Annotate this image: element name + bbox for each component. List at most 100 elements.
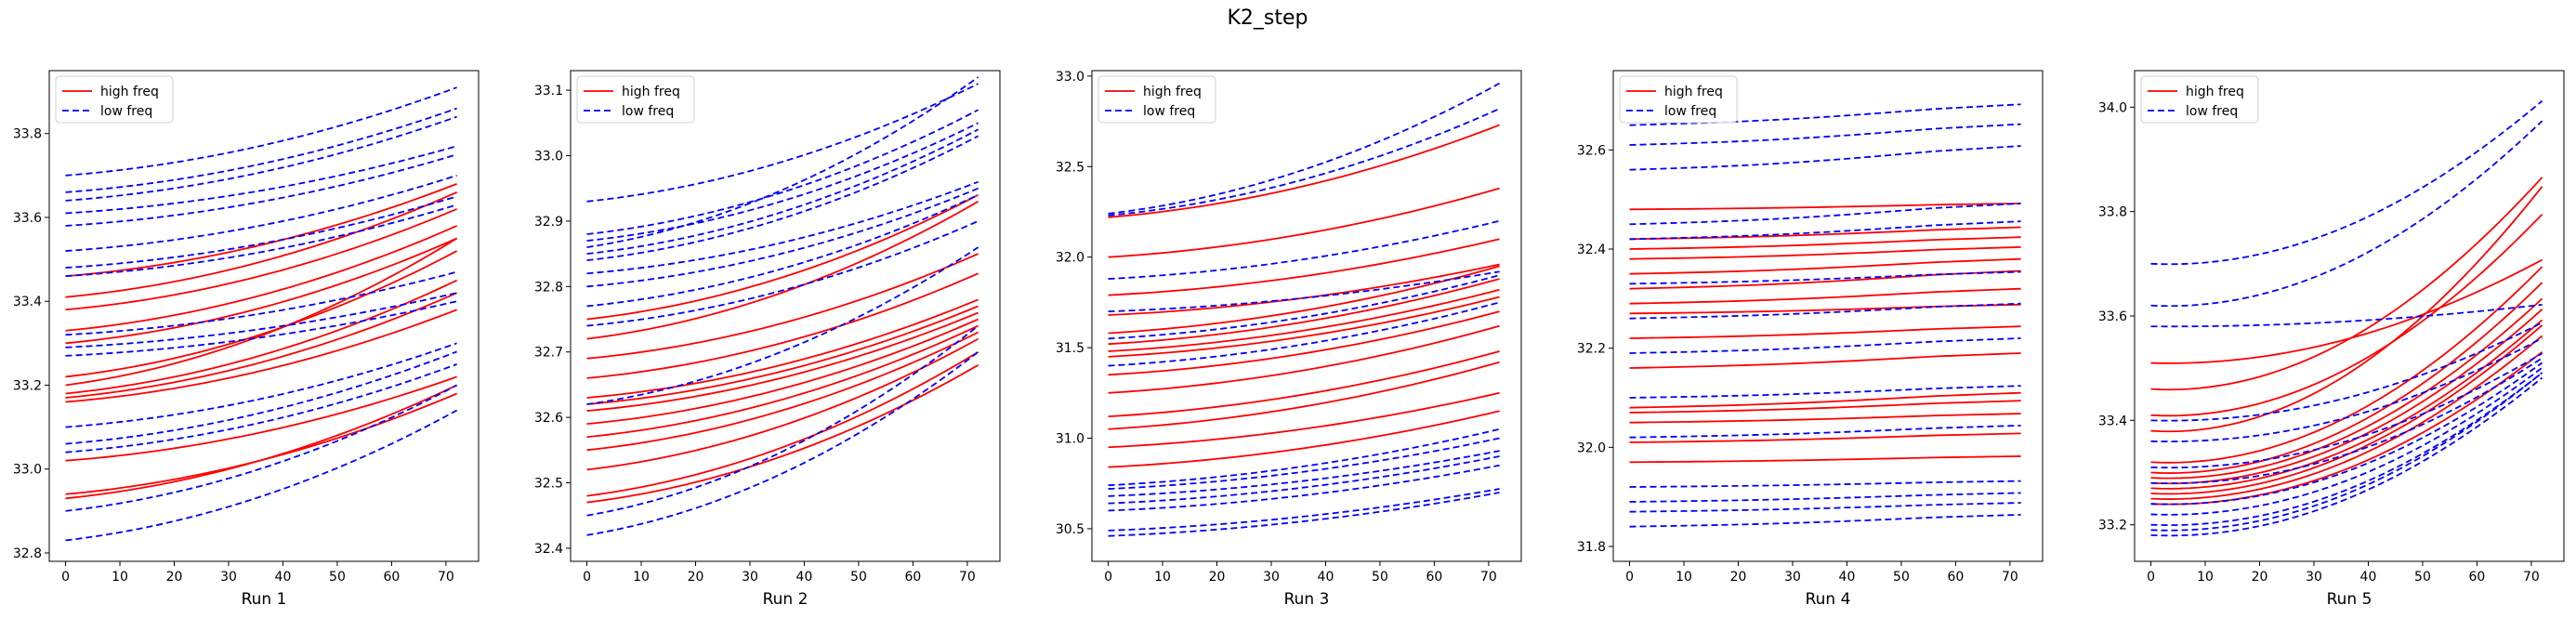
high-freq-line bbox=[586, 324, 979, 439]
series-group bbox=[1629, 103, 2021, 528]
high-freq-line bbox=[1108, 310, 1500, 376]
legend-label: low freq bbox=[2186, 104, 2238, 119]
high-freq-line bbox=[1629, 413, 2021, 424]
series-group bbox=[65, 86, 458, 542]
high-freq-line bbox=[65, 309, 457, 403]
high-freq-line bbox=[1108, 361, 1500, 430]
y-tick-label: 32.6 bbox=[1577, 143, 1606, 158]
legend-label: high freq bbox=[2186, 85, 2244, 99]
high-freq-line bbox=[2150, 282, 2543, 474]
low-freq-line bbox=[1629, 480, 2021, 488]
low-freq-line bbox=[1629, 502, 2021, 513]
x-tick-label: 70 bbox=[2002, 570, 2018, 585]
low-freq-line bbox=[2150, 337, 2543, 443]
low-freq-line bbox=[65, 350, 457, 445]
low-freq-line bbox=[1108, 301, 1500, 367]
high-freq-line bbox=[1629, 352, 2021, 369]
low-freq-line bbox=[1108, 488, 1500, 532]
x-tick-label: 20 bbox=[688, 570, 704, 585]
x-tick-label: 70 bbox=[959, 570, 976, 585]
y-tick-label: 33.0 bbox=[534, 150, 563, 164]
panel-5: 0 10 20 30 40 50 60 70 33.2 33.4 33.6 33.8 34.0 Run 5… bbox=[2098, 70, 2565, 609]
high-freq-line bbox=[1629, 287, 2021, 305]
low-freq-line bbox=[65, 409, 458, 542]
y-tick-label: 32.8 bbox=[13, 546, 42, 561]
x-tick-label: 20 bbox=[1730, 570, 1747, 585]
high-freq-line bbox=[1108, 124, 1500, 218]
y-tick-label: 30.5 bbox=[1056, 522, 1084, 537]
low-freq-line bbox=[1108, 455, 1500, 505]
low-freq-line bbox=[2150, 362, 2543, 506]
low-freq-line bbox=[2150, 366, 2543, 516]
low-freq-line bbox=[1629, 270, 2021, 285]
x-tick-label: 70 bbox=[1480, 570, 1497, 585]
legend-label: high freq bbox=[622, 85, 680, 99]
y-tick-label: 31.0 bbox=[1056, 432, 1084, 447]
x-tick-label: 10 bbox=[633, 570, 650, 585]
x-tick-label: 0 bbox=[2147, 570, 2155, 585]
low-freq-line bbox=[586, 324, 979, 517]
x-tick-label: 20 bbox=[1209, 570, 1226, 585]
high-freq-line bbox=[1108, 391, 1500, 449]
high-freq-line bbox=[586, 201, 979, 340]
high-freq-line bbox=[1108, 410, 1500, 468]
x-tick-label: 50 bbox=[329, 570, 346, 585]
high-freq-line bbox=[2150, 258, 2543, 364]
low-freq-line bbox=[1108, 82, 1501, 215]
y-tick-label: 31.8 bbox=[1577, 540, 1606, 555]
low-freq-line bbox=[1108, 464, 1500, 512]
x-tick-label: 50 bbox=[1893, 570, 1910, 585]
y-tick-label: 32.0 bbox=[1577, 440, 1606, 455]
high-freq-line bbox=[586, 305, 979, 405]
y-tick-label: 32.0 bbox=[1056, 251, 1084, 266]
legend-label: high freq bbox=[1143, 85, 1202, 99]
x-tick-label: 30 bbox=[2306, 570, 2322, 585]
y-tick-label: 32.9 bbox=[534, 215, 563, 230]
low-freq-line bbox=[586, 122, 979, 242]
high-freq-line bbox=[2150, 335, 2543, 500]
x-tick-label: 70 bbox=[2523, 570, 2540, 585]
low-freq-line bbox=[65, 153, 457, 227]
high-freq-line bbox=[2150, 186, 2543, 433]
x-tick-label: 60 bbox=[1948, 570, 1965, 585]
high-freq-line bbox=[1629, 203, 2021, 211]
low-freq-line bbox=[65, 300, 457, 357]
low-freq-line bbox=[2150, 120, 2543, 308]
low-freq-line bbox=[2150, 303, 2543, 328]
x-axis-label: Run 3 bbox=[1284, 590, 1330, 609]
high-freq-line bbox=[586, 193, 979, 321]
y-tick-label: 33.2 bbox=[13, 378, 42, 393]
high-freq-line bbox=[1108, 187, 1500, 258]
low-freq-line bbox=[1629, 492, 2021, 503]
x-tick-label: 20 bbox=[2252, 570, 2268, 585]
x-tick-label: 30 bbox=[742, 570, 758, 585]
low-freq-line bbox=[1629, 385, 2021, 399]
high-freq-line bbox=[2150, 297, 2543, 480]
high-freq-line bbox=[65, 279, 457, 395]
x-tick-label: 30 bbox=[220, 570, 237, 585]
high-freq-line bbox=[65, 208, 457, 311]
low-freq-line bbox=[1108, 437, 1500, 490]
y-tick-label: 33.4 bbox=[13, 295, 42, 309]
axes-frame bbox=[1091, 70, 1522, 562]
x-tick-label: 10 bbox=[112, 570, 128, 585]
x-tick-label: 40 bbox=[1839, 570, 1856, 585]
legend-label: low freq bbox=[1143, 104, 1195, 119]
axes-frame bbox=[48, 70, 480, 562]
low-freq-line bbox=[2150, 372, 2543, 532]
y-tick-label: 32.5 bbox=[1056, 160, 1084, 175]
low-freq-line bbox=[1108, 219, 1500, 280]
y-tick-label: 33.0 bbox=[13, 463, 42, 478]
high-freq-line bbox=[1108, 296, 1500, 358]
legend: high freq low freq bbox=[55, 75, 174, 124]
low-freq-line bbox=[586, 76, 979, 248]
low-freq-line bbox=[65, 145, 457, 215]
high-freq-line bbox=[586, 253, 979, 360]
axes-frame bbox=[1612, 70, 2044, 562]
y-tick-label: 34.0 bbox=[2098, 100, 2127, 115]
low-freq-line bbox=[65, 292, 457, 348]
x-tick-label: 0 bbox=[1625, 570, 1634, 585]
high-freq-line bbox=[586, 318, 979, 426]
y-tick-label: 33.8 bbox=[2098, 205, 2127, 220]
